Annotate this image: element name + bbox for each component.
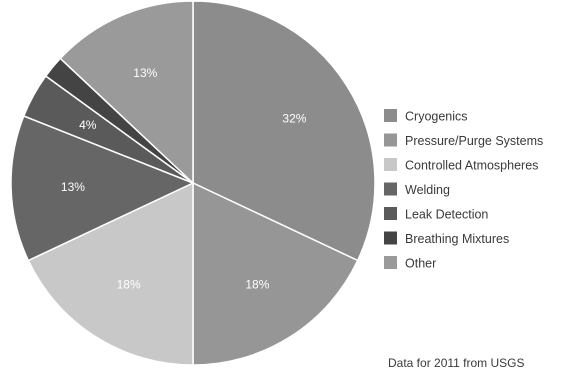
legend-swatch-pressure-purge-systems [384, 133, 397, 147]
legend-label-pressure-purge-systems: Pressure/Purge Systems [405, 134, 543, 148]
legend-swatch-other [384, 256, 397, 269]
slice-pressure-purge-systems [192, 181, 359, 366]
slice-controlled-atmospheres [27, 181, 194, 366]
legend-swatch-breathing-mixtures [384, 231, 397, 245]
legend-label-cryogenics: Cryogenics [405, 110, 468, 124]
slice-label-cryogenics: 32% [282, 112, 306, 126]
legend-label-controlled-atmospheres: Controlled Atmospheres [405, 159, 538, 173]
slice-label-controlled-atmospheres: 18% [117, 277, 141, 291]
legend-label-breathing-mixtures: Breathing Mixtures [405, 232, 509, 246]
legend-swatch-leak-detection [384, 207, 397, 220]
slice-other [59, 0, 194, 185]
slice-label-leak-detection: 4% [79, 118, 97, 132]
legend-label-welding: Welding [405, 183, 450, 197]
legend-label-leak-detection: Leak Detection [405, 208, 488, 222]
slice-label-pressure-purge-systems: 18% [245, 277, 269, 291]
slice-welding [10, 115, 195, 262]
source-note: Data for 2011 from USGS [388, 356, 525, 370]
legend-swatch-welding [384, 182, 397, 196]
legend: Cryogenics Pressure/Purge Systems Controll… [384, 109, 543, 271]
slice-cryogenics [192, 0, 376, 262]
slice-label-other: 13% [133, 66, 157, 80]
pie-slices [10, 0, 376, 366]
legend-swatch-cryogenics [384, 109, 397, 122]
legend-swatch-controlled-atmospheres [384, 158, 397, 171]
slice-label-welding: 13% [61, 180, 85, 194]
pie-slice-labels: 32% 18% 18% 13% 4% 13% [61, 66, 307, 292]
legend-label-other: Other [405, 257, 436, 271]
